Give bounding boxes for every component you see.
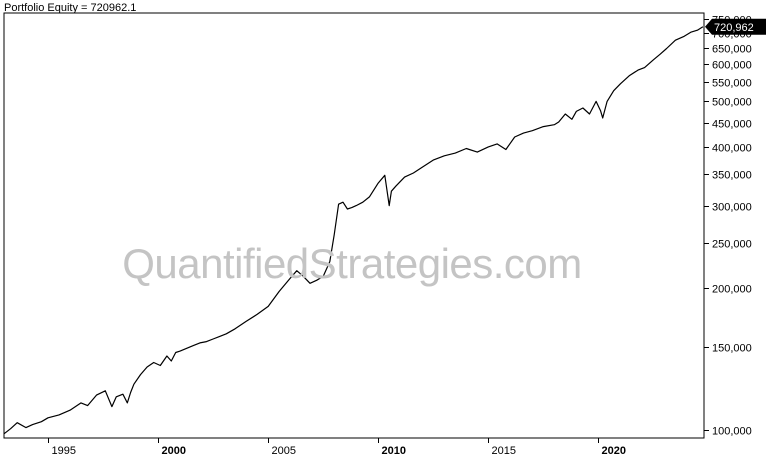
y-tick-label: 300,000 [712, 202, 752, 214]
y-tick-label: 400,000 [712, 143, 752, 155]
y-tick-label: 500,000 [712, 97, 752, 109]
y-tick-label: 200,000 [712, 284, 752, 296]
y-tick-label: 650,000 [712, 44, 752, 56]
y-tick-label: 100,000 [712, 426, 752, 438]
last-value-tag [705, 18, 766, 35]
x-tick-label: 2010 [382, 445, 406, 457]
last-value-label: 720,962 [714, 22, 754, 34]
x-tick-label: 2005 [272, 445, 296, 457]
tick-label-layer: 1995 2000 2005 2010 2015 2020 100,000 150,000 20… [52, 15, 766, 457]
plot-frame [3, 12, 705, 439]
y-tick-label: 550,000 [712, 78, 752, 90]
equity-line [3, 26, 704, 435]
x-tick-label: 1995 [52, 445, 76, 457]
y-tick-label: 150,000 [712, 343, 752, 355]
equity-line-layer [3, 26, 704, 435]
x-tick-label: 2015 [492, 445, 516, 457]
chart-title: Portfolio Equity = 720962.1 [4, 2, 137, 14]
x-tick-label: 2020 [602, 445, 626, 457]
y-tick-label: 350,000 [712, 170, 752, 182]
y-tick-label: 450,000 [712, 119, 752, 131]
axes-layer [3, 12, 709, 443]
y-tick-label: 600,000 [712, 60, 752, 72]
y-tick-label: 250,000 [712, 239, 752, 251]
x-tick-label: 2000 [162, 445, 186, 457]
